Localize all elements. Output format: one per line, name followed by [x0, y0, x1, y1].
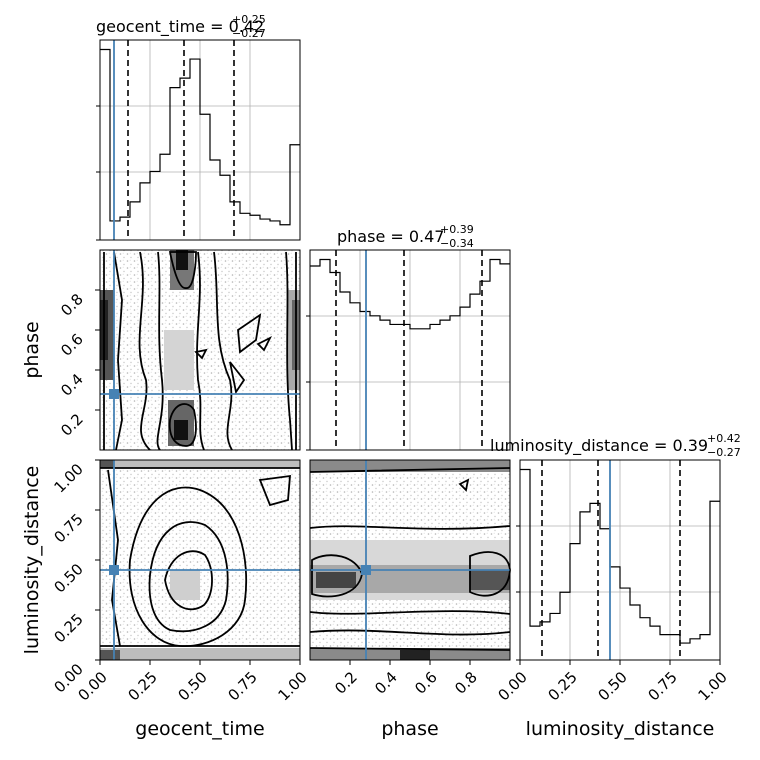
histogram-step-phase — [310, 258, 510, 330]
truth-marker — [361, 565, 371, 575]
x-tick-label-phase: 0.2 — [331, 668, 361, 698]
svg-text:+0.39: +0.39 — [440, 223, 474, 236]
y-tick-label-luminosity-distance: 0.25 — [50, 610, 86, 646]
y-tick-label-luminosity-distance: 0.75 — [50, 510, 86, 546]
ylabel-phase: phase — [21, 321, 43, 378]
title-luminosity-distance: luminosity_distance = 0.39 +0.42 −0.27 — [490, 432, 741, 459]
y-tick-label-phase: 0.2 — [57, 410, 87, 440]
svg-text:phase = 0.47: phase = 0.47 — [337, 227, 444, 246]
svg-text:geocent_time = 0.42: geocent_time = 0.42 — [96, 17, 264, 37]
frame-2d-panel — [99, 459, 301, 661]
frame-2d-panel — [309, 459, 511, 661]
x-tick-label-luminosity_distance: 1.00 — [694, 668, 730, 704]
histogram-geocent-time — [96, 40, 300, 241]
svg-text:+0.42: +0.42 — [707, 432, 741, 445]
x-tick-label-geocent_time: 1.00 — [274, 668, 310, 704]
axis-labels: geocent_time phase luminosity_distance p… — [21, 321, 714, 740]
x-tick-label-phase: 0.6 — [411, 668, 441, 698]
y-tick-label-luminosity-distance: 1.00 — [50, 460, 86, 496]
x-tick-label-geocent_time: 0.50 — [174, 668, 210, 704]
panel-luminosity-distance-vs-geocent-time — [100, 460, 300, 660]
panel-phase-vs-geocent-time — [100, 250, 300, 451]
svg-text:−0.34: −0.34 — [440, 237, 474, 250]
y-tick-label-phase: 0.8 — [57, 290, 87, 320]
y-tick-label-phase: 0.6 — [57, 330, 87, 360]
svg-text:−0.27: −0.27 — [232, 27, 266, 40]
overlay-lines — [100, 250, 510, 660]
truth-marker — [109, 389, 119, 399]
xlabel-luminosity-distance: luminosity_distance — [526, 718, 715, 740]
ylabel-luminosity-distance: luminosity_distance — [21, 466, 43, 655]
x-tick-label-geocent_time: 0.75 — [224, 668, 260, 704]
y-tick-label-phase: 0.4 — [57, 370, 87, 400]
x-tick-label-luminosity_distance: 0.50 — [594, 668, 630, 704]
x-tick-label-phase: 0.4 — [371, 668, 401, 698]
x-tick-label-geocent_time: 0.25 — [124, 668, 160, 704]
histogram-phase — [306, 250, 510, 451]
x-tick-label-luminosity_distance: 0.25 — [544, 668, 580, 704]
frame-phase — [309, 249, 511, 451]
x-tick-label-luminosity_distance: 0.75 — [644, 668, 680, 704]
y-tick-label-luminosity-distance: 0.50 — [50, 560, 86, 596]
frame-geocent_time — [99, 39, 301, 241]
histogram-step-luminosity_distance — [520, 468, 720, 644]
svg-text:+0.25: +0.25 — [232, 13, 266, 26]
panel-luminosity-distance-vs-phase — [309, 460, 511, 660]
frame-2d-panel — [99, 249, 301, 451]
truth-marker — [109, 565, 119, 575]
xlabel-phase: phase — [381, 718, 438, 740]
histogram-step-geocent_time — [100, 48, 300, 226]
xlabel-geocent-time: geocent_time — [135, 718, 264, 740]
x-tick-label-luminosity_distance: 0.00 — [494, 668, 530, 704]
x-tick-label-phase: 0.8 — [451, 668, 481, 698]
svg-text:−0.27: −0.27 — [707, 446, 741, 459]
histogram-luminosity-distance — [516, 460, 720, 661]
title-phase: phase = 0.47 +0.39 −0.34 — [337, 223, 474, 250]
title-geocent-time: geocent_time = 0.42 +0.25 −0.27 — [96, 13, 266, 40]
frame-luminosity_distance — [519, 459, 721, 661]
panel-frames — [99, 39, 721, 661]
svg-text:luminosity_distance = 0.39: luminosity_distance = 0.39 — [490, 436, 708, 456]
